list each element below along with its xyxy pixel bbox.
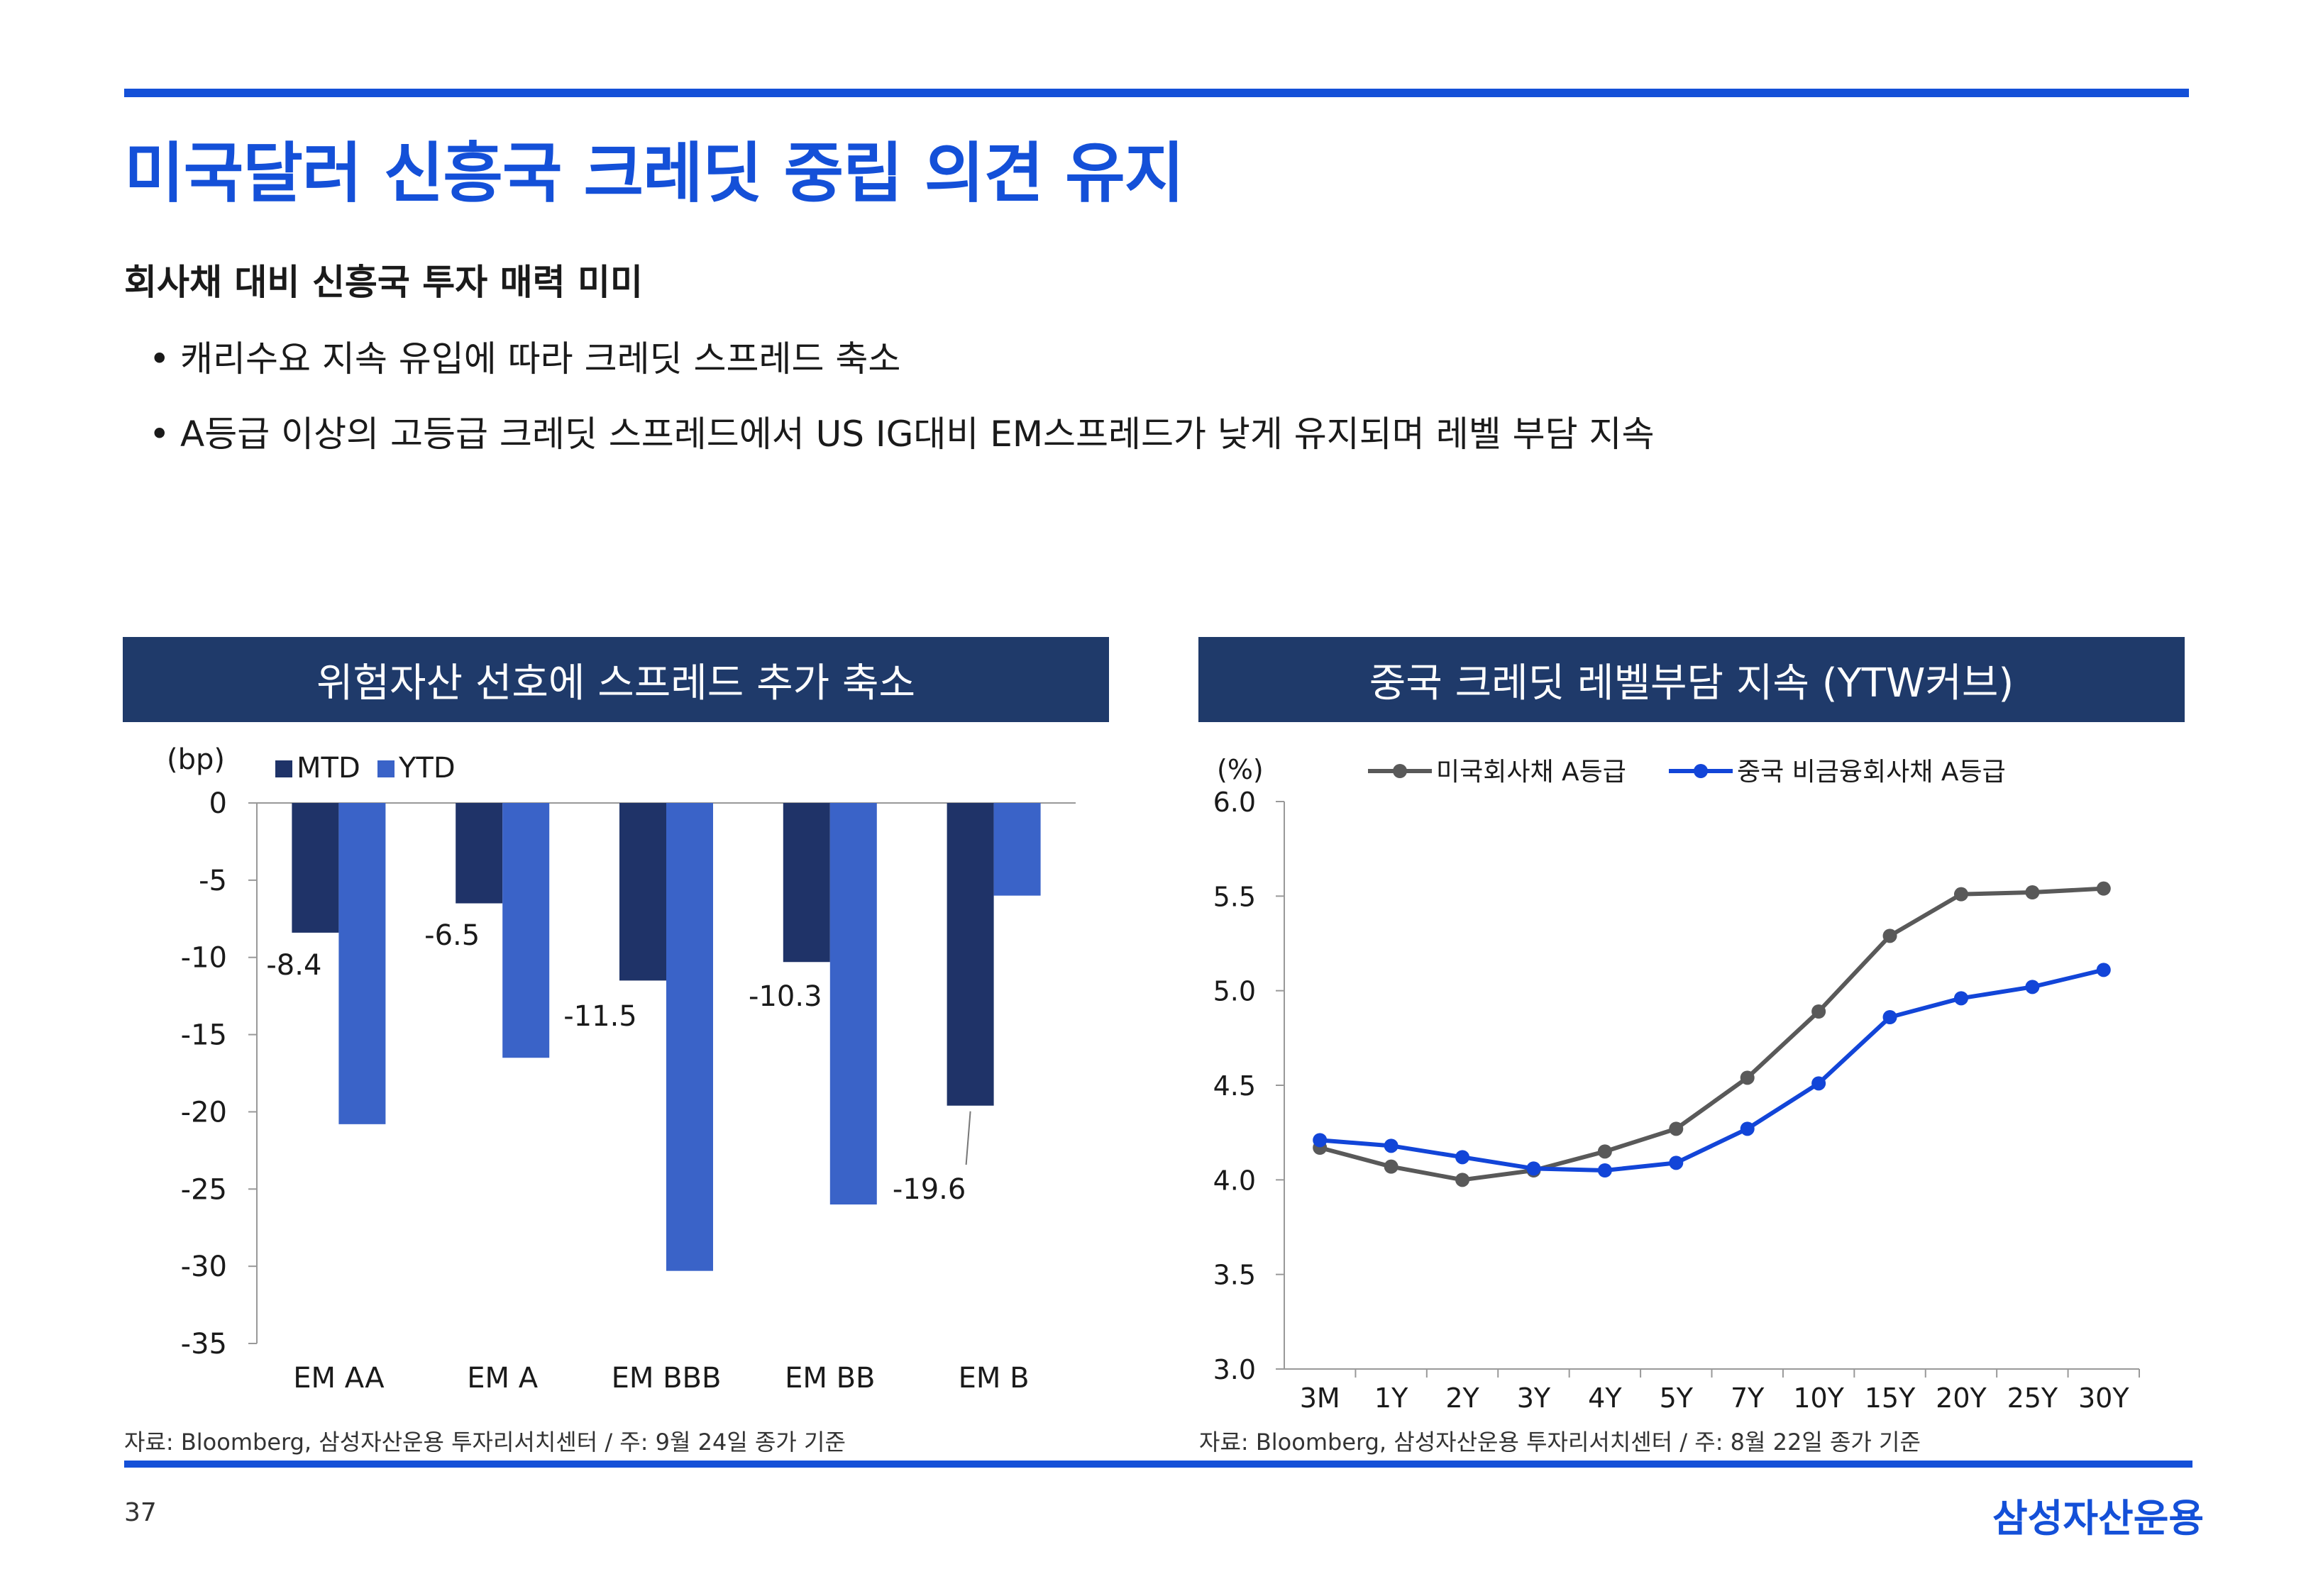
- series-line-china: [1319, 968, 2104, 1173]
- x-tick-label: 1Y: [1374, 1382, 1408, 1414]
- legend-label-us: 미국회사채 A등급: [1436, 758, 1626, 787]
- x-tick-label: 5Y: [1660, 1382, 1694, 1414]
- data-point-us: [1882, 929, 1897, 943]
- data-label-mtd: -6.5: [424, 919, 480, 952]
- y-tick-label: 5.5: [1213, 881, 1256, 912]
- y-tick-label: 4.5: [1213, 1070, 1256, 1102]
- y-tick-label: -10: [181, 942, 227, 975]
- bullet-dot: •: [149, 414, 170, 455]
- data-point-us: [1384, 1159, 1399, 1174]
- data-label-mtd: -11.5: [563, 1000, 637, 1033]
- x-tick-label: 20Y: [1936, 1382, 1987, 1414]
- y-tick-label: -25: [181, 1173, 227, 1206]
- y-tick-label: 5.0: [1213, 976, 1256, 1007]
- legend-swatch-mtd: [275, 760, 292, 777]
- page-number: 37: [124, 1498, 157, 1527]
- data-point-us: [2025, 885, 2040, 899]
- page-title: 미국달러 신흥국 크레딧 중립 의견 유지: [124, 135, 1184, 211]
- x-tick-label: 15Y: [1865, 1382, 1916, 1414]
- bar-ytd: [338, 803, 386, 1124]
- x-tick-label: EM BBB: [612, 1362, 722, 1395]
- y-tick-label: 0: [209, 787, 227, 820]
- data-label-leader: [965, 1111, 971, 1165]
- x-tick-label: EM A: [467, 1362, 539, 1395]
- x-tick-label: 25Y: [2007, 1382, 2058, 1414]
- x-tick-label: EM B: [959, 1362, 1030, 1395]
- bar-ytd: [993, 803, 1041, 896]
- legend-label-ytd: YTD: [398, 752, 456, 785]
- bar-mtd: [456, 803, 503, 904]
- y-tick-label: 6.0: [1213, 787, 1256, 818]
- bottom-accent-line: [124, 1461, 2192, 1468]
- bar-mtd: [292, 803, 339, 933]
- bullet-item: • 캐리수요 지속 유입에 따라 크레딧 스프레드 축소: [149, 331, 900, 382]
- bar-mtd: [619, 803, 666, 981]
- x-tick-label: 2Y: [1445, 1382, 1479, 1414]
- y-tick-label: -30: [181, 1251, 227, 1283]
- legend-marker-us: [1393, 764, 1407, 778]
- y-tick-label: 3.0: [1213, 1354, 1256, 1385]
- section-subtitle: 회사채 대비 신흥국 투자 매력 미미: [124, 262, 644, 303]
- data-point-us: [1953, 887, 1968, 902]
- data-point-china: [1526, 1161, 1541, 1176]
- y-tick-label: -5: [199, 865, 227, 897]
- data-point-us: [1740, 1070, 1755, 1085]
- data-point-us: [1455, 1173, 1470, 1187]
- data-point-us: [1811, 1004, 1826, 1019]
- y-axis-unit: (bp): [167, 743, 225, 776]
- data-point-china: [2025, 980, 2040, 994]
- x-tick-label: EM BB: [785, 1362, 875, 1395]
- bullet-text: A등급 이상의 고등급 크레딧 스프레드에서 US IG대비 EM스프레드가 낮…: [180, 414, 1655, 455]
- bullet-item: • A등급 이상의 고등급 크레딧 스프레드에서 US IG대비 EM스프레드가 …: [149, 406, 1654, 457]
- data-point-us: [2096, 881, 2111, 896]
- bullet-text: 캐리수요 지속 유입에 따라 크레딧 스프레드 축소: [180, 338, 901, 379]
- data-label-mtd: -19.6: [893, 1173, 966, 1206]
- y-tick-label: -15: [181, 1019, 227, 1052]
- y-tick-label: -20: [181, 1096, 227, 1129]
- legend-swatch-ytd: [377, 760, 395, 777]
- data-label-mtd: -10.3: [749, 980, 822, 1013]
- data-point-china: [1597, 1163, 1612, 1177]
- y-tick-label: 3.5: [1213, 1260, 1256, 1291]
- left-chart-source: 자료: Bloomberg, 삼성자산운용 투자리서치센터 / 주: 9월 24…: [124, 1429, 846, 1456]
- data-point-china: [2096, 963, 2111, 977]
- top-accent-line: [124, 89, 2189, 97]
- y-axis-unit: (%): [1217, 754, 1264, 785]
- legend-label-china: 중국 비금융회사채 A등급: [1737, 758, 2006, 787]
- data-point-china: [1882, 1010, 1897, 1024]
- x-tick-label: 4Y: [1588, 1382, 1622, 1414]
- left-chart-header: 위험자산 선호에 스프레드 추가 축소: [123, 637, 1109, 722]
- legend-label-mtd: MTD: [297, 752, 360, 785]
- x-tick-label: 7Y: [1731, 1382, 1765, 1414]
- bar-ytd: [829, 803, 877, 1205]
- data-point-us: [1597, 1144, 1612, 1159]
- y-tick-label: 4.0: [1213, 1165, 1256, 1196]
- data-point-us: [1669, 1121, 1684, 1136]
- x-tick-label: 3Y: [1517, 1382, 1551, 1414]
- right-chart-source: 자료: Bloomberg, 삼성자산운용 투자리서치센터 / 주: 8월 22…: [1199, 1429, 1921, 1456]
- data-point-china: [1313, 1133, 1328, 1148]
- brand-logo-text: 삼성자산운용: [1992, 1496, 2205, 1541]
- bar-ytd: [502, 803, 550, 1058]
- x-tick-label: 3M: [1300, 1382, 1340, 1414]
- data-point-china: [1455, 1150, 1470, 1165]
- data-point-china: [1740, 1121, 1755, 1136]
- data-label-mtd: -8.4: [266, 949, 321, 982]
- x-tick-label: 10Y: [1793, 1382, 1844, 1414]
- right-chart-header: 중국 크레딧 레벨부담 지속 (YTW커브): [1198, 637, 2185, 722]
- data-point-china: [1953, 991, 1968, 1006]
- bar-mtd: [947, 803, 994, 1106]
- legend-marker-china: [1694, 764, 1708, 778]
- x-tick-label: 30Y: [2078, 1382, 2129, 1414]
- data-point-china: [1384, 1138, 1399, 1153]
- bullet-dot: •: [149, 338, 170, 379]
- bar-mtd: [783, 803, 830, 963]
- series-line-us: [1319, 886, 2104, 1182]
- bar-ytd: [666, 803, 713, 1271]
- data-point-china: [1811, 1076, 1826, 1091]
- data-point-china: [1669, 1156, 1684, 1170]
- y-tick-label: -35: [181, 1328, 227, 1361]
- x-tick-label: EM AA: [293, 1362, 385, 1395]
